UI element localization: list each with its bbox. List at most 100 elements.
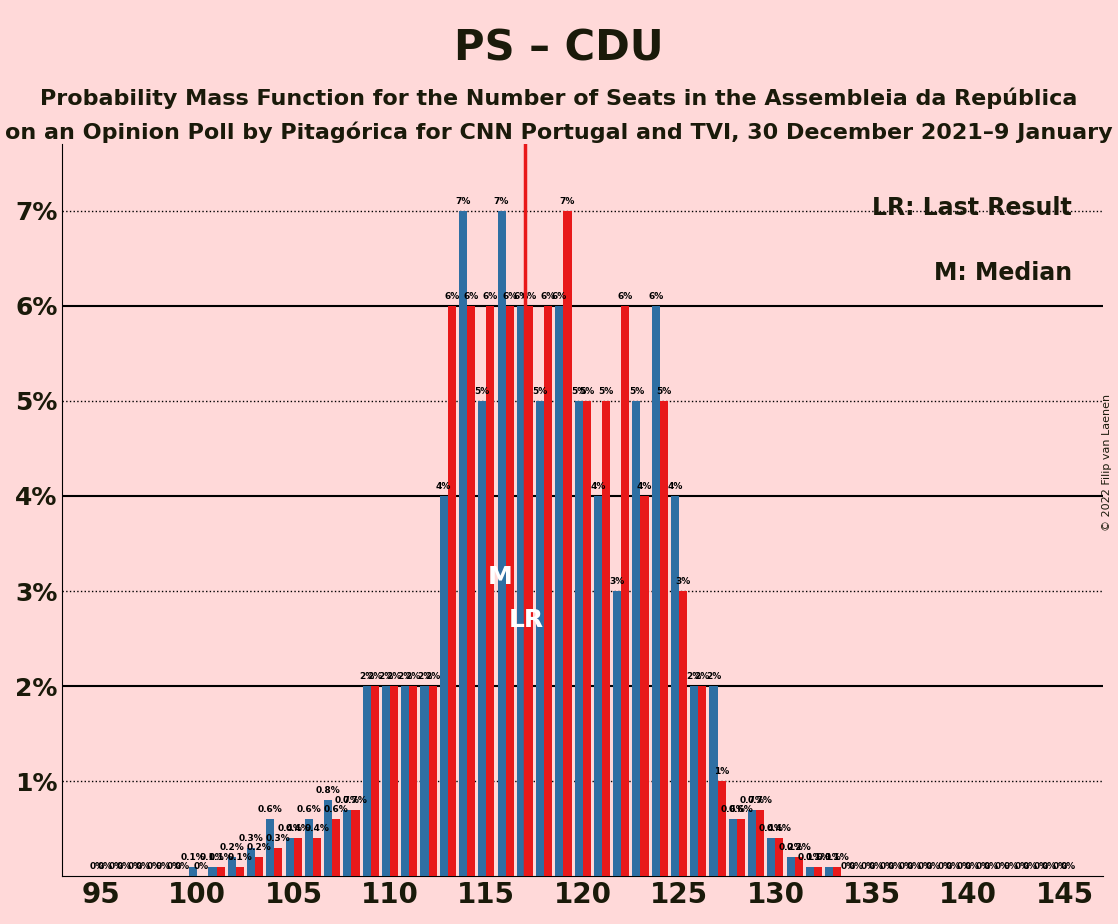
Text: 0.1%: 0.1% — [208, 853, 233, 862]
Text: 6%: 6% — [502, 292, 518, 301]
Text: 0%: 0% — [155, 862, 170, 871]
Bar — [362, 686, 371, 876]
Bar — [575, 401, 582, 876]
Text: 0%: 0% — [888, 862, 902, 871]
Text: 0.2%: 0.2% — [219, 844, 244, 852]
Text: 0%: 0% — [976, 862, 991, 871]
Bar — [467, 306, 475, 876]
Text: 0%: 0% — [926, 862, 941, 871]
Bar — [613, 591, 622, 876]
Bar — [814, 867, 822, 876]
Bar — [517, 306, 524, 876]
Bar — [601, 401, 610, 876]
Bar — [641, 496, 648, 876]
Text: 6%: 6% — [483, 292, 498, 301]
Bar — [690, 686, 699, 876]
Text: 0%: 0% — [1061, 862, 1076, 871]
Text: 0%: 0% — [1033, 862, 1049, 871]
Text: 0%: 0% — [193, 862, 209, 871]
Text: 0%: 0% — [127, 862, 143, 871]
Text: 0%: 0% — [97, 862, 113, 871]
Text: 0.1%: 0.1% — [817, 853, 842, 862]
Text: 0%: 0% — [899, 862, 913, 871]
Bar — [313, 838, 321, 876]
Text: 5%: 5% — [579, 387, 595, 396]
Text: 0.1%: 0.1% — [806, 853, 831, 862]
Text: 0%: 0% — [841, 862, 856, 871]
Text: 2%: 2% — [387, 673, 401, 681]
Text: 0%: 0% — [984, 862, 999, 871]
Bar — [699, 686, 707, 876]
Text: 2%: 2% — [417, 673, 432, 681]
Bar — [833, 867, 842, 876]
Text: 2%: 2% — [705, 673, 721, 681]
Text: 0.1%: 0.1% — [227, 853, 253, 862]
Text: 0%: 0% — [89, 862, 104, 871]
Text: 0.8%: 0.8% — [315, 786, 341, 796]
Bar — [208, 867, 217, 876]
Text: Probability Mass Function for the Number of Seats in the Assembleia da República: Probability Mass Function for the Number… — [40, 88, 1078, 109]
Text: 2%: 2% — [378, 673, 394, 681]
Text: 0.2%: 0.2% — [778, 844, 803, 852]
Bar — [255, 857, 263, 876]
Text: 0%: 0% — [860, 862, 875, 871]
Bar — [371, 686, 379, 876]
Bar — [825, 867, 833, 876]
Bar — [594, 496, 601, 876]
Text: M: M — [487, 565, 512, 589]
Text: 0%: 0% — [907, 862, 922, 871]
Text: 0%: 0% — [849, 862, 864, 871]
Bar — [737, 819, 745, 876]
Text: 0.4%: 0.4% — [759, 824, 784, 833]
Text: 0%: 0% — [148, 862, 162, 871]
Bar — [660, 401, 667, 876]
Bar — [486, 306, 494, 876]
Text: 6%: 6% — [552, 292, 567, 301]
Bar — [729, 819, 737, 876]
Text: LR: Last Result: LR: Last Result — [872, 196, 1072, 220]
Bar — [718, 781, 726, 876]
Text: 0.2%: 0.2% — [247, 844, 272, 852]
Bar — [428, 686, 437, 876]
Text: 4%: 4% — [637, 482, 652, 492]
Text: 0%: 0% — [1042, 862, 1057, 871]
Text: 5%: 5% — [571, 387, 586, 396]
Bar — [236, 867, 244, 876]
Text: 0%: 0% — [116, 862, 132, 871]
Text: 5%: 5% — [656, 387, 672, 396]
Text: 0%: 0% — [108, 862, 124, 871]
Text: 0.3%: 0.3% — [266, 833, 291, 843]
Bar — [274, 847, 283, 876]
Text: 0%: 0% — [880, 862, 894, 871]
Text: 0.2%: 0.2% — [786, 844, 811, 852]
Text: 7%: 7% — [494, 197, 509, 206]
Text: 0.4%: 0.4% — [277, 824, 302, 833]
Bar — [448, 306, 456, 876]
Text: 0%: 0% — [995, 862, 1011, 871]
Bar — [756, 809, 765, 876]
Text: 0.6%: 0.6% — [729, 806, 754, 814]
Text: 6%: 6% — [521, 292, 537, 301]
Bar — [544, 306, 552, 876]
Text: on an Opinion Poll by Pitagórica for CNN Portugal and TVI, 30 December 2021–9 Ja: on an Opinion Poll by Pitagórica for CNN… — [6, 122, 1112, 143]
Text: 0%: 0% — [946, 862, 960, 871]
Text: 0.7%: 0.7% — [335, 796, 360, 805]
Text: 5%: 5% — [532, 387, 548, 396]
Text: 5%: 5% — [475, 387, 490, 396]
Text: 0%: 0% — [937, 862, 953, 871]
Text: 0%: 0% — [1003, 862, 1018, 871]
Bar — [622, 306, 629, 876]
Text: 7%: 7% — [455, 197, 471, 206]
Bar — [294, 838, 302, 876]
Text: 4%: 4% — [436, 482, 452, 492]
Text: 0%: 0% — [167, 862, 181, 871]
Text: 3%: 3% — [609, 578, 625, 587]
Text: 2%: 2% — [367, 673, 382, 681]
Text: 0%: 0% — [136, 862, 151, 871]
Bar — [382, 686, 390, 876]
Bar — [266, 819, 274, 876]
Bar — [776, 838, 784, 876]
Text: 0%: 0% — [174, 862, 190, 871]
Text: M: Median: M: Median — [934, 261, 1072, 286]
Text: 0.6%: 0.6% — [296, 806, 321, 814]
